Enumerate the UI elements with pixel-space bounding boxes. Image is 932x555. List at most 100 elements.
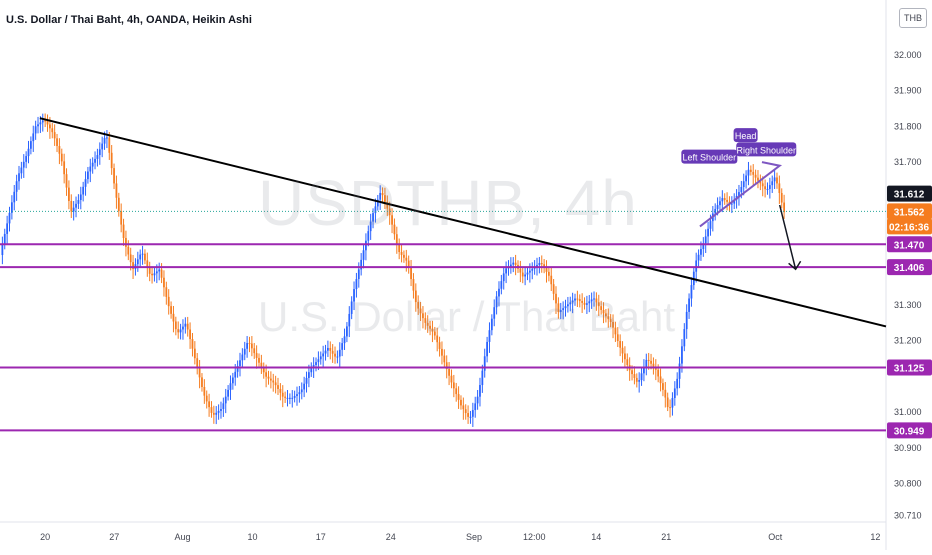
candle-body (210, 407, 213, 413)
candle-body (633, 374, 636, 378)
candle-body (367, 231, 370, 241)
candle-body (624, 353, 626, 360)
candle-body (227, 389, 230, 397)
pattern-label-box[interactable] (733, 128, 758, 143)
candle-body (764, 186, 767, 190)
candle-body (547, 271, 550, 276)
candle-body (374, 206, 377, 214)
candle-body (46, 120, 49, 125)
candle-body (540, 263, 543, 265)
candle-body (174, 321, 177, 330)
candle-body (51, 128, 54, 133)
candle-body (557, 303, 560, 312)
candle-body (410, 267, 412, 280)
candle-body (412, 279, 415, 291)
level-price-tag[interactable] (887, 236, 932, 253)
candle-body (585, 303, 588, 305)
candle-body (58, 146, 61, 154)
candle-body (417, 302, 420, 309)
y-tick-label: 31.300 (894, 300, 922, 310)
candle-body (616, 334, 619, 342)
candle-body (258, 357, 260, 363)
candle-body (6, 223, 9, 234)
candle-body (607, 316, 610, 320)
candle-body (650, 360, 652, 364)
candle-body (34, 126, 37, 134)
bar-countdown-tag[interactable] (887, 218, 932, 235)
candle-body (167, 296, 170, 307)
candle-body (177, 329, 180, 333)
candle-body (595, 298, 598, 303)
candle-body (39, 122, 42, 125)
candle-body (132, 262, 134, 269)
candle-body (13, 191, 16, 203)
candle-body (60, 153, 63, 162)
candle-body (742, 181, 745, 188)
bar-countdown-tag-label: 02:16:36 (889, 222, 929, 233)
candle-body (248, 343, 251, 345)
candle-body (239, 360, 241, 367)
candle-body (488, 330, 491, 342)
last-price-tag[interactable] (887, 203, 932, 220)
candle-body (153, 273, 156, 276)
candle-body (305, 377, 308, 384)
candle-body (369, 221, 372, 232)
level-price-label: 31.406 (894, 263, 925, 274)
level-price-tag[interactable] (887, 422, 932, 439)
candle-body (198, 367, 201, 378)
level-price-tag[interactable] (887, 259, 932, 276)
candle-body (231, 377, 234, 384)
level-price-label: 30.949 (894, 426, 925, 437)
candle-body (284, 396, 287, 398)
candle-body (669, 407, 671, 409)
candle-body (600, 306, 603, 310)
candle-body (555, 293, 557, 304)
candle-body (571, 300, 574, 303)
prev-close-price-tag-label: 31.612 (894, 190, 925, 201)
candle-body (403, 254, 405, 258)
candle-body (75, 203, 77, 208)
candle-body (334, 353, 336, 357)
descending-trendline[interactable] (39, 117, 887, 328)
candle-body (414, 290, 417, 303)
candle-body (125, 237, 127, 247)
candle-body (255, 353, 258, 358)
candle-body (246, 343, 249, 349)
candle-body (56, 138, 58, 147)
axis-layer[interactable]: 31.470 31.406 31.125 30.949 32.000 31.900 31.8… (40, 50, 932, 542)
currency-badge[interactable]: THB (899, 8, 927, 28)
candle-body (25, 156, 28, 162)
y-tick-label: 31.900 (894, 86, 922, 96)
candle-body (236, 366, 239, 372)
x-tick-label: 10 (248, 532, 258, 542)
drawings-layer[interactable] (0, 117, 887, 432)
projection-arrow-shaft[interactable] (778, 204, 797, 270)
candle-body (581, 300, 584, 303)
pattern-label-box[interactable] (681, 149, 738, 164)
pattern-label-box[interactable] (736, 142, 797, 157)
candle-body (224, 396, 227, 404)
candle-body (583, 302, 586, 305)
candle-body (552, 284, 555, 294)
prev-close-price-tag[interactable] (887, 185, 932, 202)
candle-body (683, 329, 686, 347)
candle-body (286, 397, 289, 399)
projection-arrow-head (788, 260, 802, 271)
candle-body (448, 369, 450, 376)
level-price-tag[interactable] (887, 359, 932, 376)
candle-body (68, 187, 70, 202)
candle-body (79, 194, 82, 200)
candle-body (505, 268, 508, 274)
candle-body (635, 377, 638, 382)
annotations-layer[interactable]: Left Shoulder Head Right Shoulder (681, 128, 797, 164)
candle-body (498, 288, 500, 297)
neckline-drawing[interactable] (699, 161, 783, 228)
candle-body (315, 362, 317, 365)
candle-body (526, 272, 529, 275)
candle-body (151, 273, 153, 276)
candle-body (704, 236, 707, 244)
candle-body (357, 269, 360, 280)
y-tick-label: 31.000 (894, 407, 922, 417)
